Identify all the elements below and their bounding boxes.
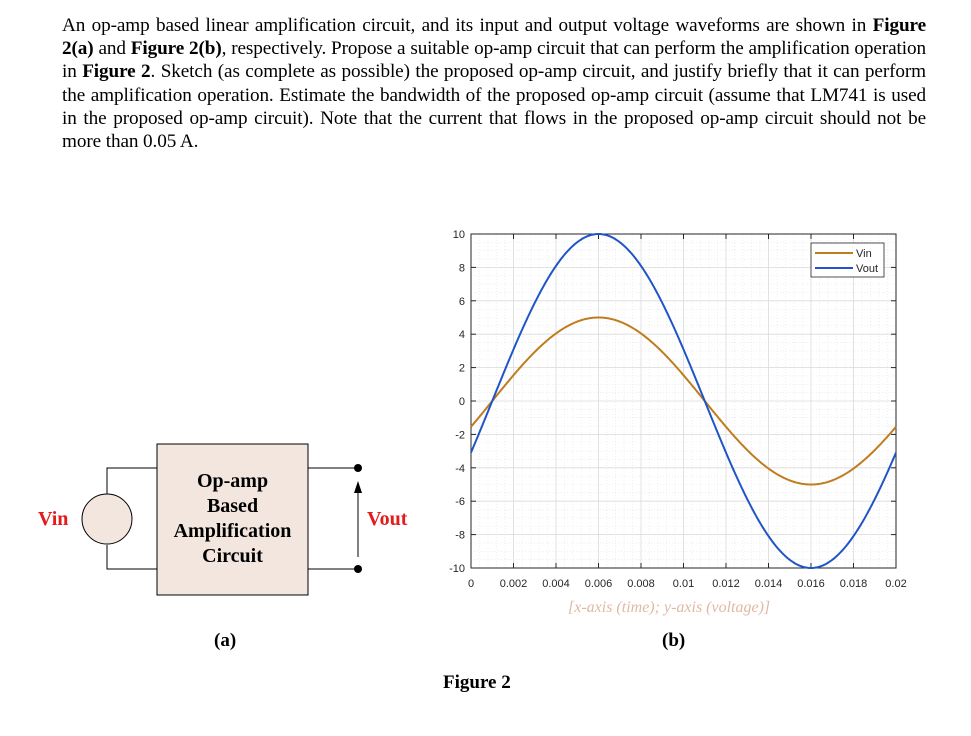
x-tick-label: 0 (468, 578, 474, 590)
question-text: An op-amp based linear amplification cir… (62, 14, 926, 153)
input-wire-bottom (106, 545, 157, 570)
caption-a: (a) (214, 630, 237, 651)
axis-note: [x-axis (time); y-axis (voltage)] (568, 599, 771, 616)
vout-arrow-icon (354, 481, 362, 493)
y-tick-label: 10 (453, 229, 465, 241)
y-tick-label: 6 (459, 296, 465, 308)
x-tick-label: 0.004 (542, 578, 570, 590)
question-segment: and (93, 38, 131, 60)
y-tick-label: -8 (455, 530, 465, 542)
block-line: Based (206, 495, 259, 517)
opamp-block (156, 443, 309, 596)
block-line: Amplification (173, 520, 292, 542)
series-vout (470, 232, 897, 570)
input-wire-top (106, 467, 157, 494)
output-terminal-bottom (354, 565, 362, 573)
vout-label: Vout (367, 508, 408, 530)
x-tick-label: 0.008 (627, 578, 655, 590)
vin-label: Vin (38, 508, 69, 530)
x-tick-label: 0.016 (797, 578, 825, 590)
x-tick-label: 0.018 (840, 578, 868, 590)
question-segment: , respectively. Propose a suitable op-am… (62, 38, 926, 83)
figure-title: Figure 2 (443, 672, 511, 693)
y-tick-label: -2 (455, 429, 465, 441)
legend-label-vin: Vin (856, 248, 872, 260)
x-tick-label: 0.014 (755, 578, 783, 590)
y-tick-label: -6 (455, 496, 465, 508)
block-line: Circuit (202, 545, 263, 567)
y-tick-label: 0 (459, 396, 465, 408)
legend-box (810, 242, 885, 278)
figure-reference: Figure 2 (82, 61, 151, 83)
question-segment: . Sketch (as complete as possible) the p… (62, 61, 927, 153)
plot-frame (470, 233, 897, 569)
opamp-block-label: Op-amp Based Amplification Circuit (157, 469, 308, 569)
y-tick-label: 2 (459, 363, 465, 375)
figure-reference: Figure 2(b) (130, 38, 222, 60)
block-line: Op-amp (196, 470, 269, 492)
question-segment: An op-amp based linear amplification cir… (62, 15, 873, 36)
x-tick-label: 0.012 (712, 578, 740, 590)
x-tick-label: 0.006 (585, 578, 613, 590)
y-tick-label: 8 (459, 262, 465, 274)
x-tick-label: 0.01 (673, 578, 694, 590)
voltage-source-icon (81, 493, 133, 545)
series-vin (470, 316, 897, 486)
y-tick-label: -10 (449, 563, 465, 575)
x-tick-label: 0.02 (885, 578, 906, 590)
y-tick-label: -4 (455, 463, 465, 475)
legend-label-vout: Vout (856, 263, 878, 275)
y-tick-label: 4 (459, 329, 465, 341)
output-terminal-top (354, 464, 362, 472)
x-tick-label: 0.002 (500, 578, 528, 590)
figure-reference: Figure 2(a) (62, 15, 926, 60)
caption-b: (b) (662, 630, 686, 651)
